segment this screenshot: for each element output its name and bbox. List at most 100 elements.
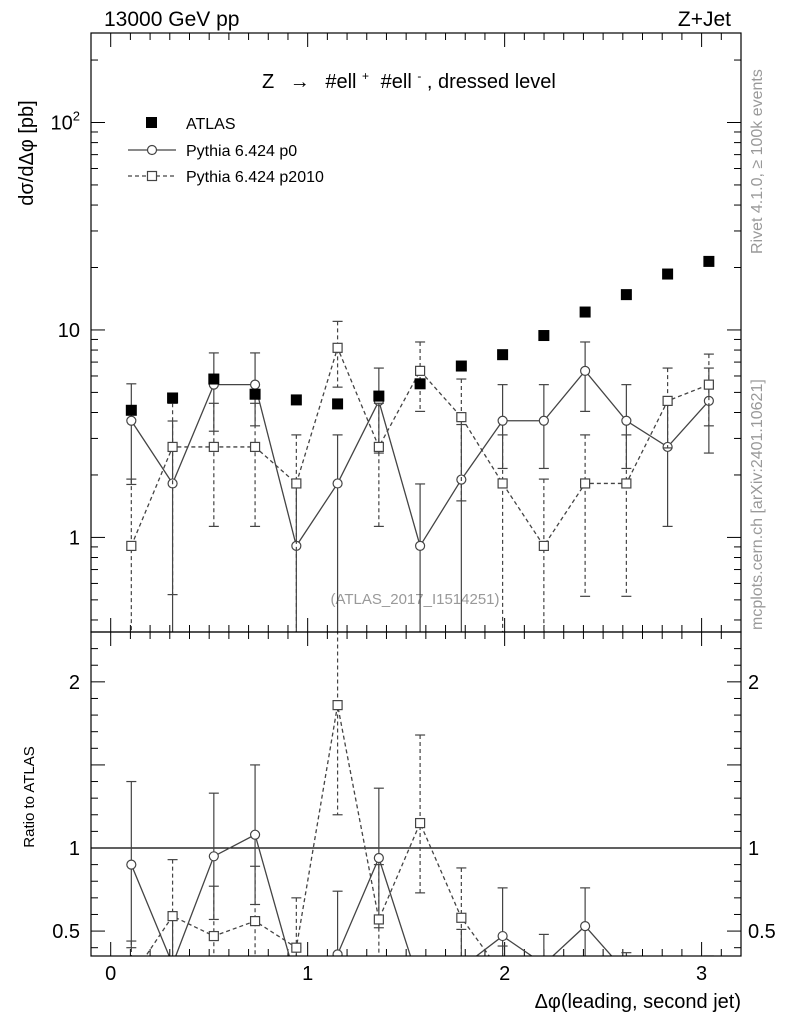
ratio-p2010-marker	[167, 911, 178, 922]
p2010-marker	[414, 365, 426, 376]
legend-label-p0: Pythia 6.424 p0	[186, 143, 297, 160]
title-sup-1: +	[362, 69, 369, 83]
ratio-p0-marker	[292, 976, 301, 985]
atlas-data-point	[125, 404, 137, 416]
atlas-data-point	[662, 268, 674, 280]
p2010-marker	[126, 540, 137, 552]
ratio-p0-marker	[539, 960, 548, 969]
atlas-data-point	[414, 378, 426, 390]
ratio-p2010-line	[145, 704, 491, 956]
ratio-tick-label-right: 1	[748, 838, 759, 860]
legend-label-atlas: ATLAS	[186, 116, 236, 133]
ratio-tick-label-left: 2	[69, 672, 80, 694]
title-z: Z	[262, 71, 274, 93]
x-axis-label: Δφ(leading, second jet)	[535, 991, 741, 1013]
ratio-tick-label-right: 2	[748, 672, 759, 694]
ratio-p2010-marker	[663, 970, 672, 979]
p2010-marker	[456, 412, 467, 423]
ratio-p2010-marker	[414, 817, 426, 829]
p2010-line	[130, 345, 710, 548]
ratio-p2010-marker	[373, 914, 384, 925]
analysis-watermark: (ATLAS_2017_I1514251)	[330, 591, 499, 608]
atlas-data-point	[620, 289, 632, 301]
legend-marker-p0	[146, 144, 158, 156]
title-ell-1: #ell	[325, 71, 356, 93]
title-sup-2: -	[417, 69, 421, 83]
y-tick-label-exponent: 2	[73, 108, 80, 123]
ratio-p0-marker	[373, 852, 384, 864]
ratio-p0-line	[130, 833, 613, 956]
p2010-marker	[208, 441, 219, 453]
ratio-tick-label-right: 0.5	[748, 921, 776, 943]
ratio-tick-label-left: 0.5	[52, 921, 80, 943]
p2010-marker	[332, 342, 343, 353]
atlas-data-point	[290, 394, 302, 406]
p2010-marker	[373, 441, 384, 453]
legend-marker-p2010	[146, 170, 158, 182]
p0-marker	[497, 415, 508, 426]
mcplots-label: mcplots.cern.ch [arXiv:2401.10621]	[749, 379, 766, 630]
ratio-p0-marker	[126, 859, 137, 870]
legend-label-p2010: Pythia 6.424 p2010	[186, 169, 324, 186]
ratio-p0-marker	[168, 960, 177, 969]
atlas-data-point	[703, 255, 715, 267]
energy-label: 13000 GeV pp	[104, 8, 239, 31]
ratio-y-axis-label: Ratio to ATLAS	[21, 746, 38, 847]
p2010-marker	[703, 379, 714, 390]
ratio-p2010-marker	[208, 930, 219, 942]
p0-marker	[249, 379, 261, 390]
p2010-marker	[662, 395, 673, 407]
ratio-plot-frame	[90, 631, 742, 957]
atlas-data-point	[332, 398, 344, 410]
p0-marker	[332, 478, 343, 489]
legend-marker-atlas	[146, 117, 157, 128]
p0-marker	[580, 365, 591, 376]
process-label: Z+Jet	[678, 8, 731, 31]
atlas-data-point	[167, 392, 179, 404]
ratio-p0-marker	[497, 930, 508, 942]
p2010-marker	[621, 478, 632, 489]
atlas-data-point	[373, 390, 385, 402]
x-tick-label: 3	[696, 963, 707, 985]
x-tick-label: 2	[499, 963, 510, 985]
title-arrow: →	[290, 71, 310, 93]
ratio-p0-marker	[457, 963, 466, 972]
p2010-marker	[580, 478, 591, 489]
p2010-marker	[497, 478, 508, 489]
y-tick-label: 1	[69, 527, 80, 549]
atlas-data-point	[208, 373, 220, 385]
ratio-p0-marker	[622, 968, 631, 977]
ratio-p0-marker	[332, 949, 343, 956]
ratio-p2010-marker	[249, 916, 261, 927]
atlas-data-point	[249, 388, 261, 400]
x-tick-label: 0	[105, 963, 116, 985]
title-ell-2: #ell	[381, 71, 412, 93]
ratio-p0-marker	[208, 851, 219, 862]
p2010-marker	[249, 441, 261, 453]
plot-title: Z → #ell + #ell - , dressed level	[262, 63, 556, 93]
p0-marker	[538, 415, 549, 426]
atlas-data-point	[538, 330, 550, 342]
p0-marker	[126, 415, 137, 426]
x-tick-label: 1	[302, 963, 313, 985]
y-tick-label-value: 10	[58, 320, 80, 342]
p0-marker	[621, 415, 632, 426]
ratio-p0-marker	[416, 981, 425, 990]
legend: ATLAS Pythia 6.424 p0 Pythia 6.424 p2010	[128, 116, 324, 186]
axis-ticks	[91, 33, 741, 956]
rivet-label: Rivet 4.1.0, ≥ 100k events	[749, 69, 766, 254]
ratio-p2010-marker	[127, 973, 136, 982]
ratio-p0-marker	[580, 920, 591, 932]
p0-marker	[414, 540, 426, 552]
ratio-plot-area	[126, 632, 714, 990]
y-tick-label: 102	[51, 108, 80, 134]
ratio-p0-marker	[249, 829, 261, 840]
atlas-data-point	[497, 349, 509, 361]
p2010-marker	[538, 540, 549, 552]
ratio-p2010-marker	[332, 700, 343, 711]
p2010-marker	[291, 478, 302, 489]
title-rest: , dressed level	[427, 71, 556, 93]
main-plot-area	[125, 255, 715, 632]
ratio-p2010-marker	[456, 912, 467, 923]
atlas-data-point	[579, 306, 591, 318]
